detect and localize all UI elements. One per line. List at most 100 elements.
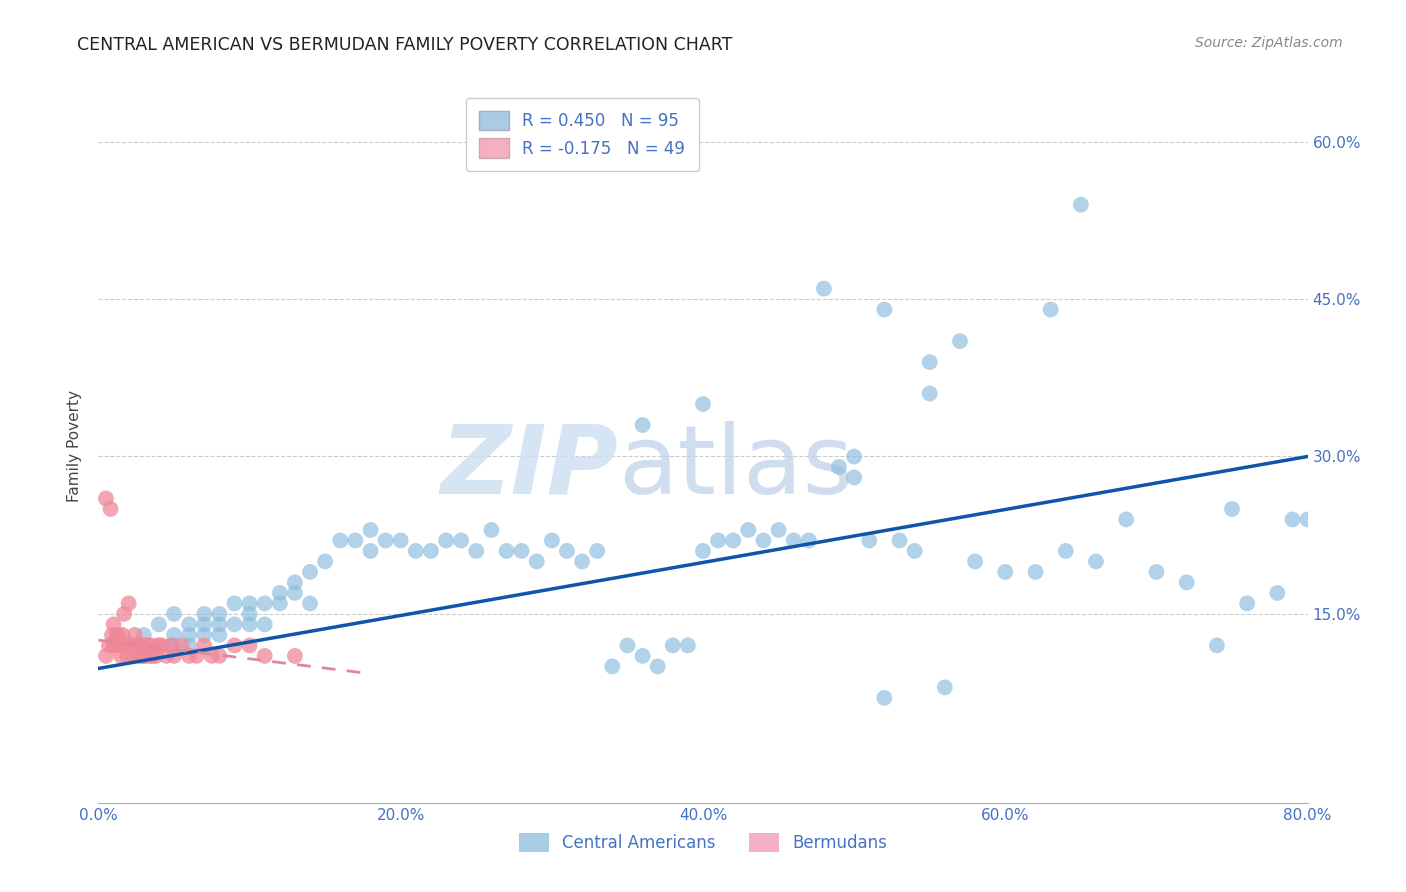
Point xyxy=(616,639,638,653)
Point xyxy=(374,533,396,548)
Point xyxy=(602,659,624,673)
Point xyxy=(179,617,201,632)
Point xyxy=(101,628,124,642)
Point xyxy=(239,617,262,632)
Point xyxy=(269,596,291,610)
Point xyxy=(201,648,224,663)
Point xyxy=(1144,565,1167,579)
Point xyxy=(1296,512,1319,526)
Point xyxy=(858,533,880,548)
Point xyxy=(329,533,352,548)
Point xyxy=(239,596,262,610)
Point xyxy=(783,533,806,548)
Point xyxy=(239,639,262,653)
Point xyxy=(844,450,866,464)
Point xyxy=(179,648,201,663)
Point xyxy=(692,397,714,411)
Point xyxy=(253,596,276,610)
Point xyxy=(160,639,183,653)
Point xyxy=(112,607,135,621)
Point xyxy=(163,607,186,621)
Point xyxy=(284,648,307,663)
Point xyxy=(124,628,146,642)
Point xyxy=(105,628,128,642)
Point xyxy=(193,639,215,653)
Point xyxy=(163,628,186,642)
Point xyxy=(100,502,122,516)
Point xyxy=(434,533,457,548)
Point xyxy=(135,639,157,653)
Point xyxy=(163,648,186,663)
Point xyxy=(179,639,201,653)
Point xyxy=(193,617,215,632)
Point xyxy=(132,639,155,653)
Point xyxy=(707,533,730,548)
Point xyxy=(155,648,177,663)
Point xyxy=(918,386,941,401)
Point xyxy=(314,554,336,568)
Point xyxy=(128,648,150,663)
Point xyxy=(94,491,117,506)
Text: Source: ZipAtlas.com: Source: ZipAtlas.com xyxy=(1195,36,1343,50)
Point xyxy=(186,648,208,663)
Point xyxy=(208,648,231,663)
Point xyxy=(723,533,745,548)
Point xyxy=(208,628,231,642)
Point xyxy=(631,417,654,432)
Point xyxy=(94,648,117,663)
Point xyxy=(481,523,503,537)
Point xyxy=(224,596,246,610)
Point xyxy=(1236,596,1258,610)
Point xyxy=(136,639,159,653)
Point xyxy=(1070,197,1092,211)
Point xyxy=(208,617,231,632)
Point xyxy=(737,523,759,537)
Point xyxy=(145,648,167,663)
Point xyxy=(104,639,127,653)
Point xyxy=(224,617,246,632)
Point xyxy=(904,544,927,558)
Point xyxy=(1054,544,1077,558)
Point xyxy=(1115,512,1137,526)
Point xyxy=(193,628,215,642)
Point xyxy=(142,648,165,663)
Point xyxy=(141,639,163,653)
Point xyxy=(813,282,835,296)
Point xyxy=(253,617,276,632)
Point xyxy=(118,639,141,653)
Point xyxy=(994,565,1017,579)
Point xyxy=(405,544,427,558)
Point xyxy=(269,586,291,600)
Point xyxy=(360,544,382,558)
Point xyxy=(450,533,472,548)
Point xyxy=(170,639,193,653)
Legend: Central Americans, Bermudans: Central Americans, Bermudans xyxy=(512,826,894,859)
Point xyxy=(692,544,714,558)
Point xyxy=(299,565,322,579)
Point xyxy=(129,639,152,653)
Point xyxy=(114,639,136,653)
Point xyxy=(949,334,972,348)
Point xyxy=(115,648,138,663)
Point xyxy=(1206,639,1229,653)
Point xyxy=(131,648,153,663)
Point xyxy=(111,628,134,642)
Point xyxy=(107,628,129,642)
Point xyxy=(873,690,896,705)
Point xyxy=(108,639,131,653)
Point xyxy=(555,544,578,558)
Text: ZIP: ZIP xyxy=(440,421,619,514)
Point xyxy=(179,628,201,642)
Point xyxy=(1085,554,1108,568)
Point xyxy=(139,648,162,663)
Point xyxy=(120,639,142,653)
Point xyxy=(163,639,186,653)
Point xyxy=(118,596,141,610)
Point xyxy=(121,639,143,653)
Point xyxy=(647,659,669,673)
Point xyxy=(631,648,654,663)
Point xyxy=(1267,586,1289,600)
Point xyxy=(661,639,683,653)
Point xyxy=(965,554,987,568)
Point xyxy=(148,617,170,632)
